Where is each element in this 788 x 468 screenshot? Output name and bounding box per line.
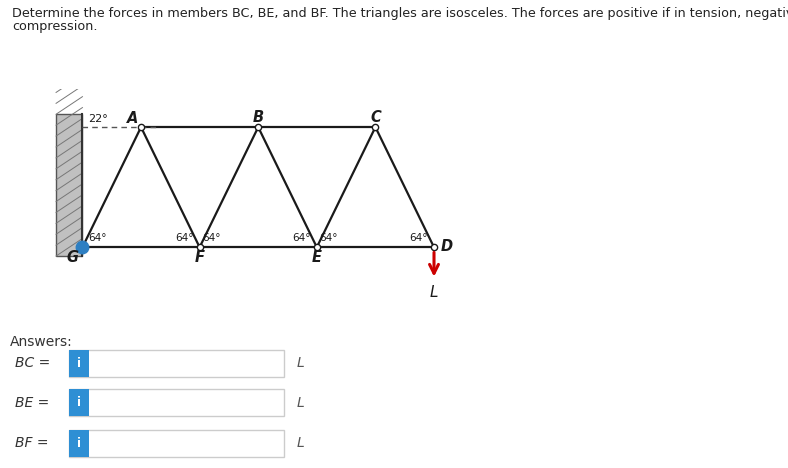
Text: L: L — [429, 285, 438, 300]
Bar — [56, 114, 83, 256]
Text: 64°: 64° — [203, 233, 221, 243]
Text: L: L — [297, 437, 305, 450]
Text: i: i — [77, 357, 81, 370]
Text: Answers:: Answers: — [10, 335, 73, 349]
Text: 64°: 64° — [292, 233, 310, 243]
Text: i: i — [77, 396, 81, 409]
FancyBboxPatch shape — [69, 389, 88, 416]
FancyBboxPatch shape — [69, 350, 88, 377]
Text: 64°: 64° — [88, 233, 107, 243]
Text: A: A — [127, 111, 138, 126]
Text: BC =: BC = — [16, 357, 50, 370]
Text: BE =: BE = — [16, 396, 50, 410]
Text: compression.: compression. — [12, 20, 98, 33]
Text: F: F — [195, 250, 205, 265]
FancyBboxPatch shape — [69, 350, 284, 377]
Text: 64°: 64° — [410, 233, 428, 243]
Text: E: E — [312, 250, 322, 265]
Text: Determine the forces in members BC, BE, and BF. The triangles are isosceles. The: Determine the forces in members BC, BE, … — [12, 7, 788, 20]
Text: L: L — [297, 357, 305, 370]
Text: BF =: BF = — [16, 437, 49, 450]
FancyBboxPatch shape — [69, 389, 284, 416]
FancyBboxPatch shape — [69, 430, 88, 457]
FancyBboxPatch shape — [69, 430, 284, 457]
Text: C: C — [370, 110, 381, 125]
Text: 64°: 64° — [320, 233, 338, 243]
Text: B: B — [253, 110, 264, 125]
Text: D: D — [440, 239, 453, 254]
Text: 22°: 22° — [88, 114, 108, 124]
Text: G: G — [66, 250, 79, 265]
Text: i: i — [77, 437, 81, 450]
Text: 64°: 64° — [175, 233, 194, 243]
Text: L: L — [297, 396, 305, 410]
